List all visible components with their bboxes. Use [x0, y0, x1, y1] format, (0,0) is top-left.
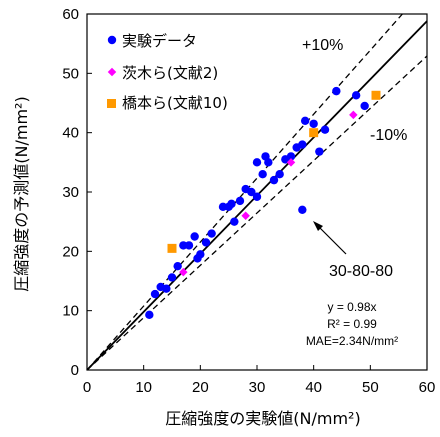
regression-equation: y = 0.98x — [327, 300, 376, 314]
point-experiment — [298, 140, 307, 149]
point-experiment — [230, 217, 239, 226]
point-experiment — [196, 250, 205, 259]
point-experiment — [252, 192, 262, 201]
plus10-label: +10% — [302, 37, 343, 54]
point-experiment — [173, 261, 182, 271]
legend-marker-ibaraki — [107, 67, 117, 77]
point-hashimoto — [371, 90, 381, 100]
axes — [86, 13, 428, 371]
y-tick-label: 60 — [62, 6, 79, 23]
legend: 実験データ 茨木ら(文献2) 橋本ら(文献10) — [107, 32, 228, 112]
point-experiment — [264, 158, 273, 167]
point-experiment — [227, 199, 236, 209]
y-tick-label: 50 — [62, 65, 79, 82]
minus10-label: -10% — [370, 127, 407, 144]
x-tick-label: 0 — [83, 379, 91, 396]
point-experiment — [247, 187, 256, 197]
point-experiment — [201, 238, 211, 247]
x-tick-label: 60 — [419, 379, 436, 396]
point-ibaraki — [286, 158, 296, 167]
point-experiment — [332, 86, 341, 96]
point-experiment — [167, 273, 177, 282]
x-tick-label: 40 — [305, 379, 322, 396]
point-experiment — [320, 125, 330, 134]
y-tick-label: 20 — [62, 243, 79, 260]
point-experiment — [162, 284, 171, 293]
point-experiment — [309, 119, 318, 128]
point-experiment — [207, 229, 216, 238]
point-experiment — [275, 170, 284, 179]
x-tick-label: 10 — [135, 379, 152, 396]
r-squared: R² = 0.99 — [327, 317, 377, 331]
legend-label-experiment: 実験データ — [122, 32, 197, 50]
reference-line-2 — [86, 55, 428, 371]
outlier-arrow — [315, 223, 347, 255]
data-points — [145, 86, 381, 320]
point-experiment — [190, 232, 199, 241]
outlier-label: 30-80-80 — [329, 263, 393, 280]
point-experiment — [300, 116, 310, 126]
x-axis-label: 圧縮強度の実験値(N/mm²) — [165, 409, 360, 428]
y-tick-label: 10 — [62, 303, 79, 320]
point-experiment — [150, 289, 160, 299]
tick-labels: 0 10 20 30 40 50 60 0 10 20 30 40 50 60 — [62, 6, 435, 396]
point-experiment — [286, 152, 296, 161]
point-experiment — [252, 158, 262, 167]
legend-marker-hashimoto — [107, 99, 116, 108]
point-experiment — [235, 196, 245, 206]
y-tick-label: 40 — [62, 125, 79, 142]
mae: MAE=2.34N/mm² — [306, 334, 398, 348]
point-experiment — [351, 91, 361, 100]
point-ibaraki — [179, 267, 188, 277]
legend-label-hashimoto: 橋本ら(文献10) — [122, 94, 228, 112]
legend-marker-experiment — [107, 35, 117, 45]
point-hashimoto — [167, 243, 177, 253]
point-experiment — [269, 175, 279, 185]
point-ibaraki — [349, 110, 358, 120]
legend-label-ibaraki: 茨木ら(文献2) — [122, 64, 218, 82]
point-experiment — [298, 205, 307, 214]
point-experiment — [315, 147, 324, 156]
point-experiment — [184, 241, 194, 250]
point-experiment — [258, 170, 267, 179]
point-experiment — [360, 101, 369, 111]
x-tick-label: 30 — [249, 379, 266, 396]
x-tick-label: 50 — [362, 379, 379, 396]
x-tick-label: 20 — [192, 379, 209, 396]
point-hashimoto — [309, 128, 319, 138]
point-experiment — [145, 310, 154, 320]
outlier-arrowhead — [313, 221, 323, 231]
y-tick-label: 30 — [62, 184, 79, 201]
y-axis-label: 圧縮強度の予測値(N/mm²) — [12, 96, 31, 291]
y-tick-label: 0 — [71, 362, 79, 379]
point-ibaraki — [241, 211, 250, 220]
